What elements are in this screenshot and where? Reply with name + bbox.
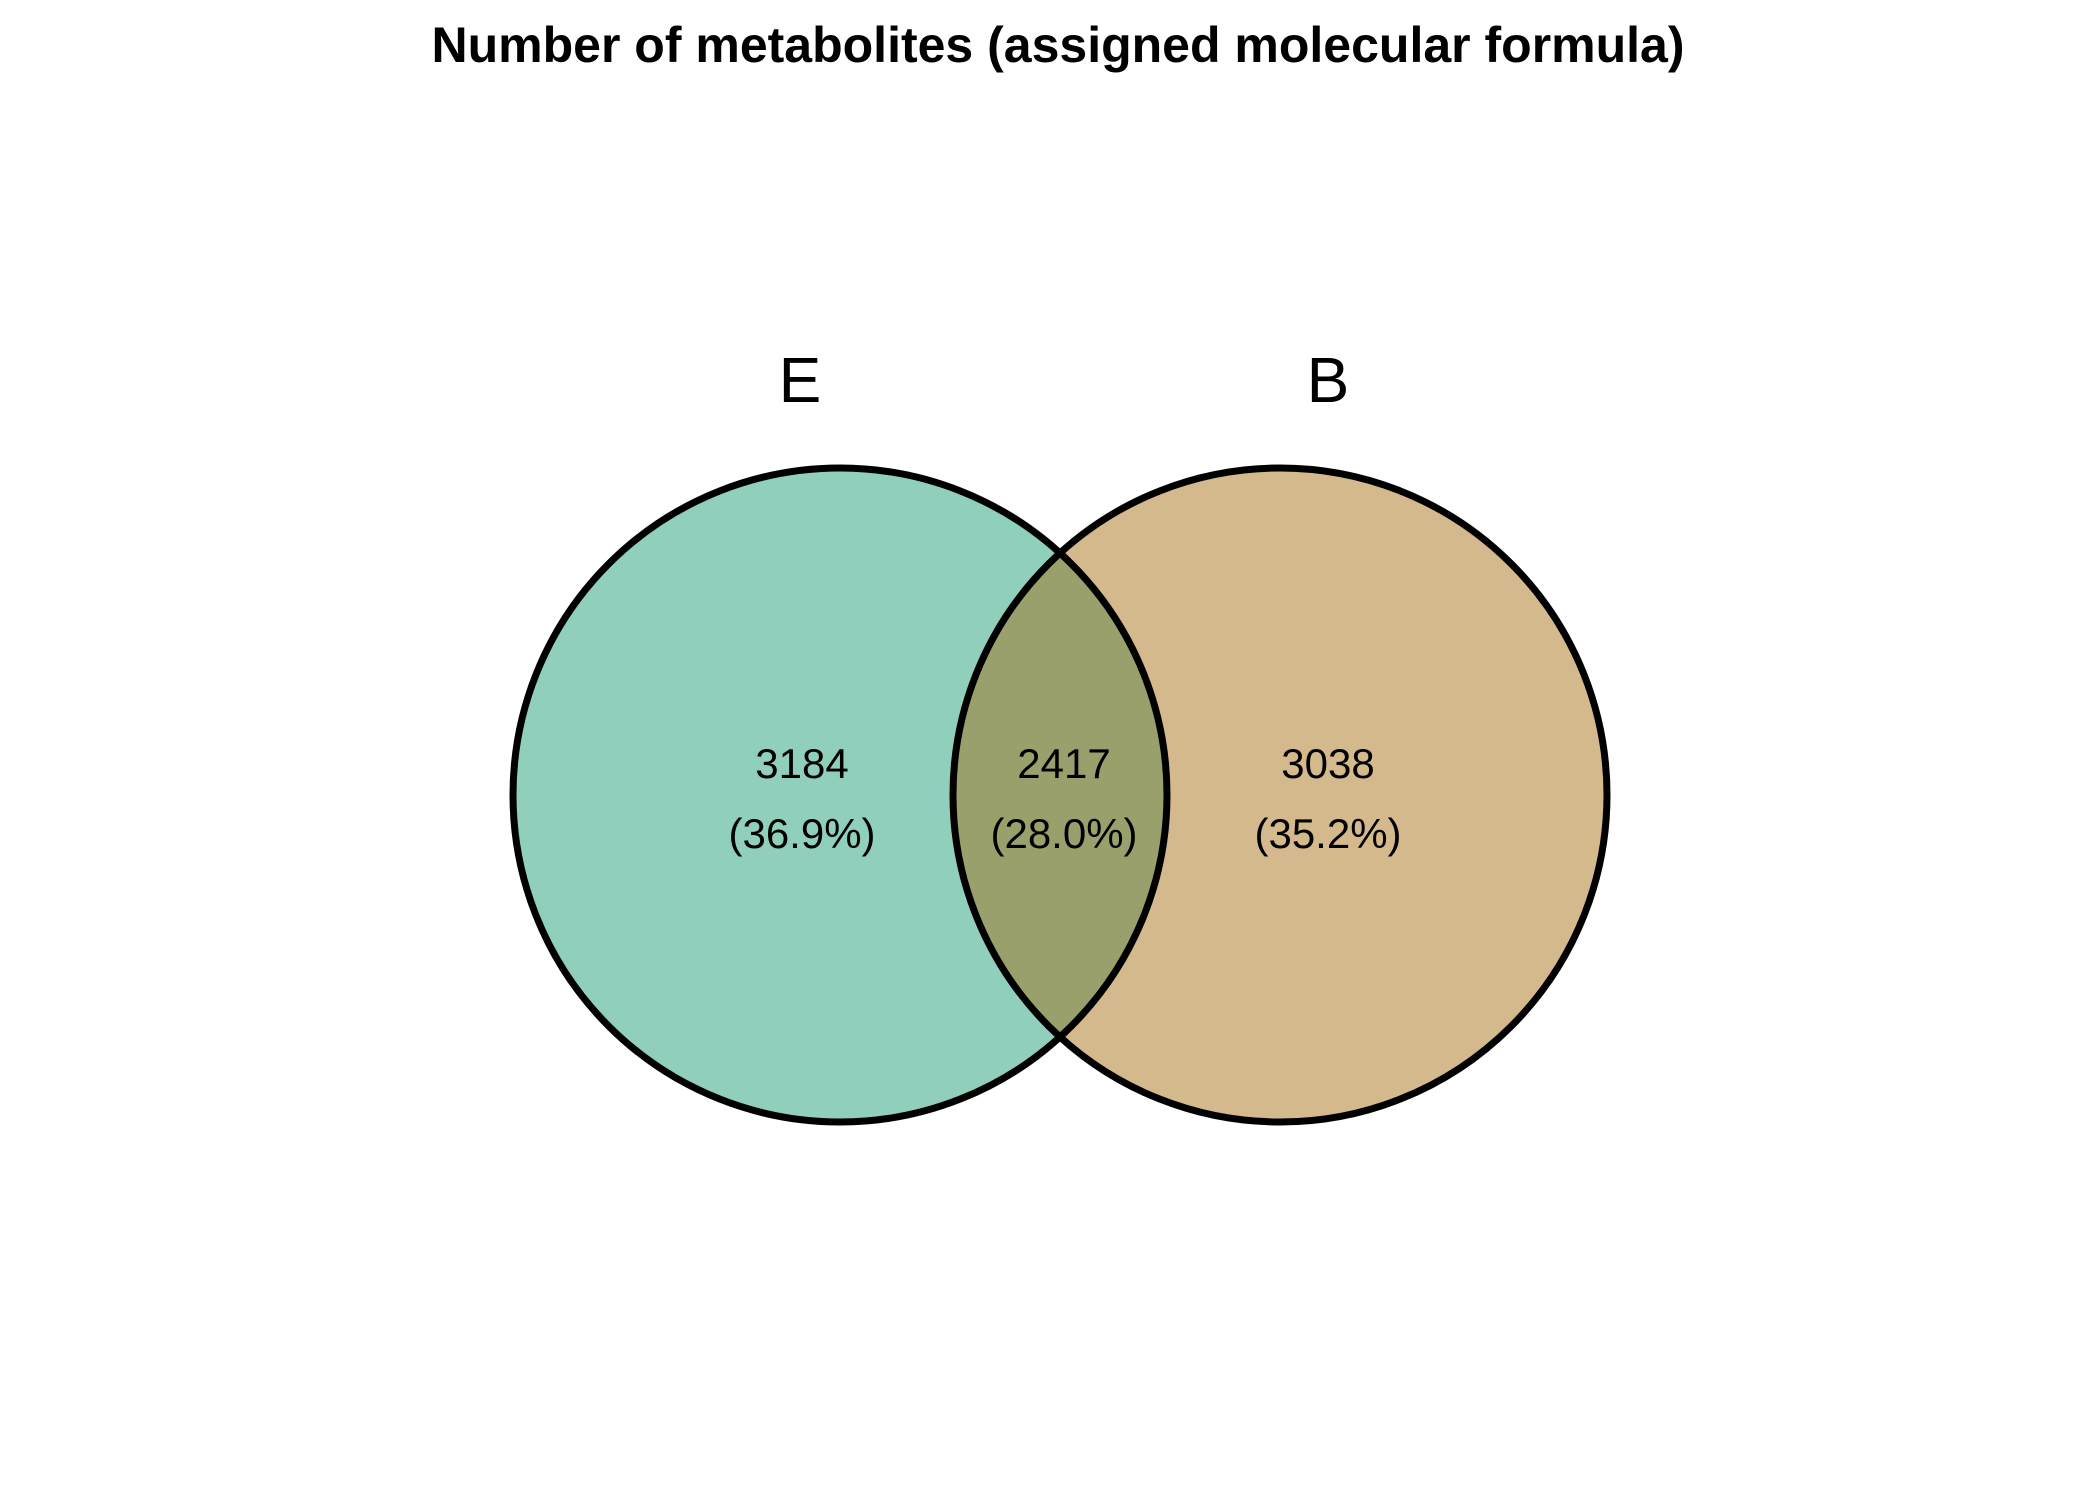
set-e-label: E [779,344,822,416]
diagram-title: Number of metabolites (assigned molecula… [431,17,1684,73]
set-e-outline [509,464,1171,1126]
set-b-label: B [1307,344,1350,416]
overlap-region [953,468,1167,1122]
overlap-percent: (28.0%) [990,810,1137,857]
b-only-percent: (35.2%) [1254,810,1401,857]
e-only-percent: (36.9%) [728,810,875,857]
e-only-count: 3184 [755,740,848,787]
overlap-count: 2417 [1017,740,1110,787]
set-b-outline [949,464,1611,1126]
b-only-count: 3038 [1281,740,1374,787]
